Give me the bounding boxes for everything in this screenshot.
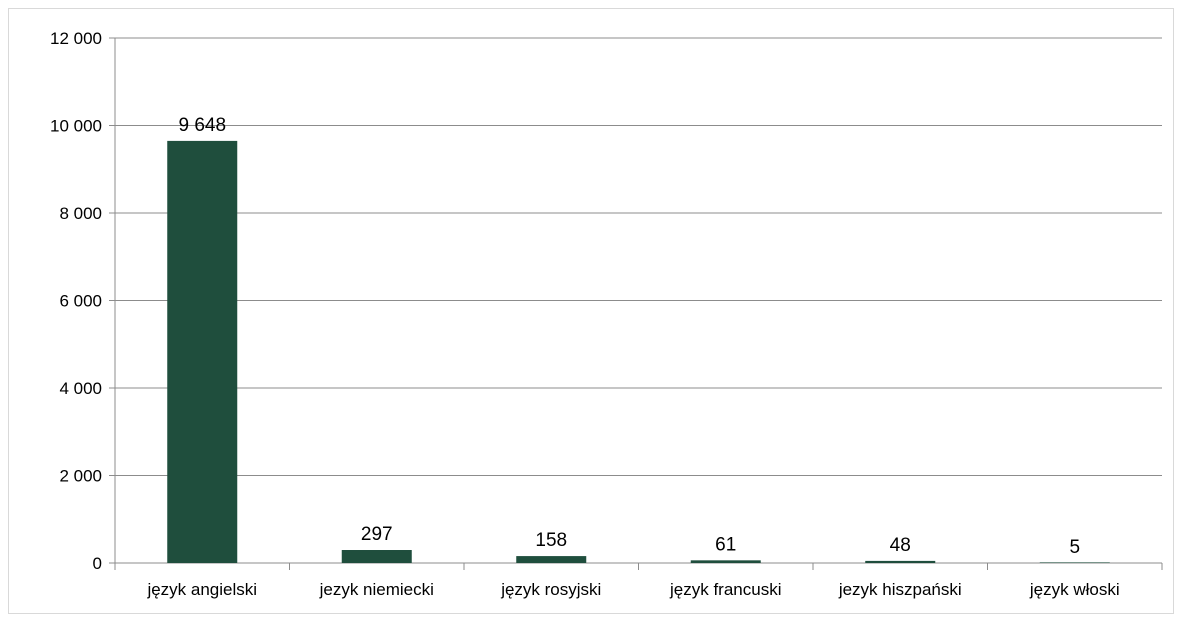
bar <box>167 140 238 563</box>
category-label: język francuski <box>669 580 781 599</box>
y-tick-label: 10 000 <box>50 117 102 136</box>
bar <box>865 560 936 563</box>
y-tick-label: 0 <box>93 554 102 573</box>
category-label: jezyk hiszpański <box>838 580 962 599</box>
y-tick-label: 8 000 <box>59 204 102 223</box>
data-label: 9 648 <box>178 115 226 136</box>
bar <box>516 556 587 563</box>
y-tick-label: 2 000 <box>59 467 102 486</box>
bar <box>690 560 761 563</box>
data-label: 48 <box>890 535 911 556</box>
data-label: 297 <box>361 524 393 545</box>
category-label: język angielski <box>146 580 257 599</box>
data-label: 61 <box>715 534 736 555</box>
category-label: język rosyjski <box>500 580 601 599</box>
data-label: 158 <box>535 530 567 551</box>
bar <box>341 550 412 563</box>
y-tick-label: 4 000 <box>59 379 102 398</box>
y-tick-label: 6 000 <box>59 292 102 311</box>
category-label: język włoski <box>1029 580 1120 599</box>
data-label: 5 <box>1069 537 1080 558</box>
bar <box>1039 562 1110 563</box>
y-tick-label: 12 000 <box>50 29 102 48</box>
category-label: jezyk niemiecki <box>319 580 434 599</box>
